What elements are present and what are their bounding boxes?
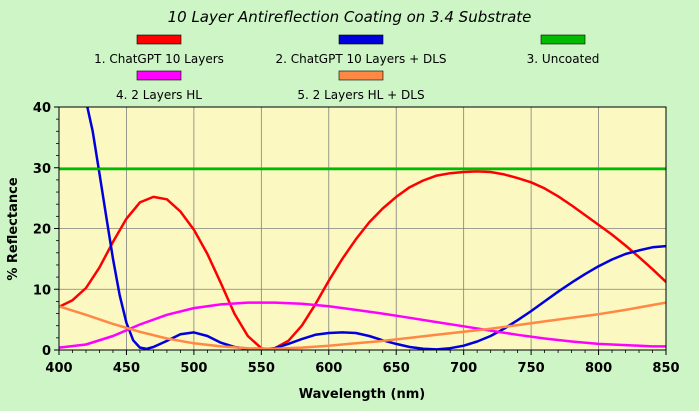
y-tick-label: 0	[42, 344, 51, 359]
legend-label-5: 5. 2 Layers HL + DLS	[297, 88, 424, 102]
x-tick-label: 750	[518, 361, 545, 376]
x-axis-label: Wavelength (nm)	[299, 387, 425, 402]
legend-label-4: 4. 2 Layers HL	[116, 88, 202, 102]
legend-label-1: 1. ChatGPT 10 Layers	[94, 52, 224, 66]
x-tick-label: 500	[180, 361, 207, 376]
series-line-1	[59, 170, 666, 350]
legend-swatch-5	[338, 70, 384, 81]
legend-swatch-4	[136, 70, 182, 81]
legend: 1. ChatGPT 10 Layers 2. ChatGPT 10 Layers…	[94, 34, 600, 102]
y-tick-label: 20	[33, 223, 51, 238]
y-axis-label: % Reflectance	[6, 177, 21, 280]
series-line-5	[59, 301, 666, 350]
x-tick-label: 400	[45, 361, 72, 376]
x-tick-label: 600	[315, 361, 342, 376]
legend-label-3: 3. Uncoated	[527, 52, 600, 66]
series-lines	[59, 107, 666, 350]
y-tick-label: 10	[33, 283, 51, 298]
x-tick-label: 450	[113, 361, 140, 376]
y-tick-label: 40	[33, 101, 51, 116]
series-line-2	[86, 107, 666, 350]
chart-title: 10 Layer Antireflection Coating on 3.4 S…	[168, 8, 532, 26]
x-tick-label: 700	[450, 361, 477, 376]
x-tick-label: 550	[248, 361, 275, 376]
legend-swatch-1	[136, 34, 182, 45]
x-tick-label: 650	[383, 361, 410, 376]
legend-swatch-2	[338, 34, 384, 45]
legend-label-2: 2. ChatGPT 10 Layers + DLS	[275, 52, 446, 66]
legend-swatch-3	[540, 34, 586, 45]
axis-ticks: 400 450 500 550 600 650 700 750 800 850 0 10 20 30 40	[33, 101, 680, 376]
series-line-4	[59, 301, 666, 349]
y-tick-label: 30	[33, 162, 51, 177]
x-tick-label: 800	[585, 361, 612, 376]
x-tick-label: 850	[652, 361, 679, 376]
